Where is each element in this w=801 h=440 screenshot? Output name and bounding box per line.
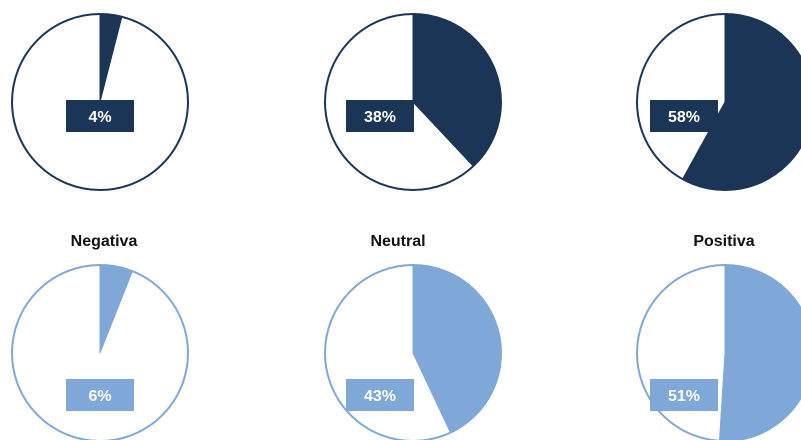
pie-slice: [681, 13, 801, 191]
value-label: 38%: [364, 109, 396, 126]
pie-slice: [99, 13, 123, 103]
pie-positiva-light: 51%: [636, 264, 801, 440]
value-label-box: [650, 100, 718, 132]
value-label-box: [66, 379, 134, 411]
pie-slice: [99, 264, 134, 354]
category-label-positiva: Positiva: [693, 233, 754, 250]
pie-neutral-dark: 38%: [324, 13, 502, 191]
value-label: 58%: [668, 109, 700, 126]
pie-positiva-dark: 58%: [636, 13, 801, 191]
value-label-box: [66, 100, 134, 132]
pie-neutral-light: 43%: [324, 264, 502, 440]
value-label: 6%: [88, 388, 111, 405]
pie-slice: [719, 264, 801, 440]
category-label-negativa: Negativa: [71, 233, 138, 250]
value-label-box: [346, 100, 414, 132]
pie-negativa-light: 6%: [11, 264, 189, 440]
value-label: 51%: [668, 388, 700, 405]
pie-slice: [412, 264, 502, 434]
value-label: 4%: [88, 109, 111, 126]
pie-slice: [412, 13, 502, 167]
value-label: 43%: [364, 388, 396, 405]
category-label-neutral: Neutral: [370, 233, 425, 250]
pie-negativa-dark: 4%: [11, 13, 189, 191]
value-label-box: [346, 379, 414, 411]
value-label-box: [650, 379, 718, 411]
